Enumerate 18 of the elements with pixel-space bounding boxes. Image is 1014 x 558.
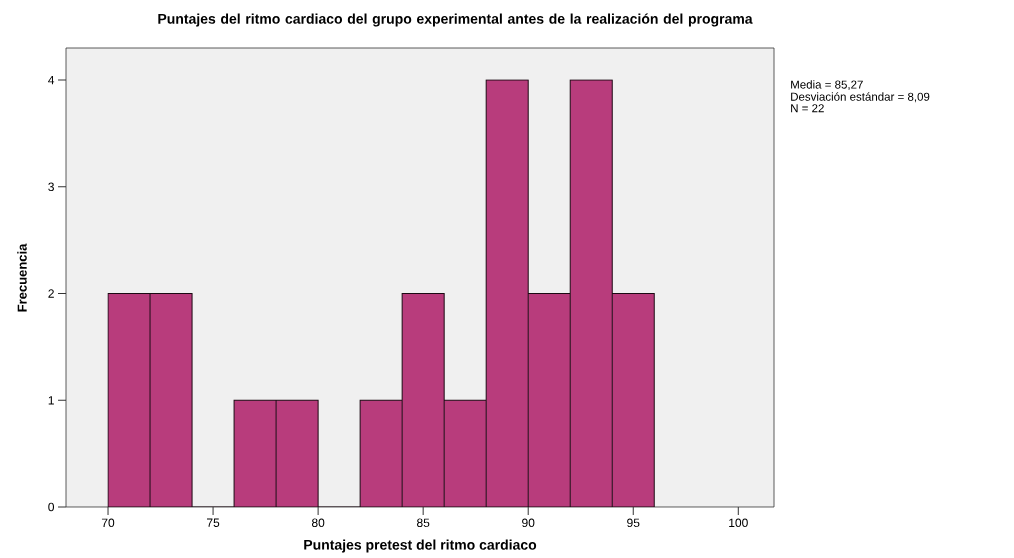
x-axis-title: Puntajes pretest del ritmo cardiaco (304, 539, 537, 553)
x-tick-label: 100 (729, 518, 748, 528)
y-axis-title: Frecuencia (17, 243, 27, 312)
x-tick-label: 70 (101, 518, 115, 528)
y-tick-label: 2 (48, 289, 54, 298)
text: Desviación estándar = 8,09 (791, 92, 930, 103)
x-tick-label: 80 (311, 518, 325, 528)
y-tick-label: 0 (48, 502, 55, 512)
x-tick-label: 75 (207, 518, 220, 527)
x-tick-label: 85 (417, 518, 430, 528)
x-tick-label: 90 (522, 518, 535, 528)
y-tick-label: 1 (48, 396, 54, 405)
x-tick-label: 95 (627, 518, 640, 528)
text: Media = 85,27 (791, 80, 863, 91)
y-tick-label: 4 (48, 75, 55, 85)
chart-title: Puntajes del ritmo cardiaco del grupo experimental antes de la realización del programa (158, 13, 753, 27)
text: N = 22 (791, 104, 824, 113)
y-tick-label: 3 (48, 182, 54, 192)
